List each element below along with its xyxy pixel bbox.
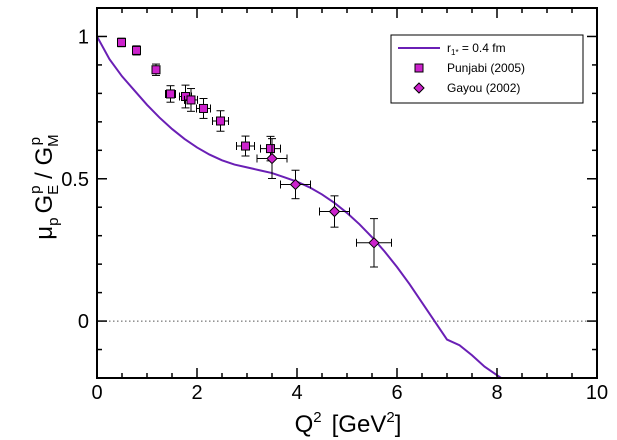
square-marker	[216, 116, 225, 126]
diamond-marker	[266, 152, 278, 165]
y-axis-title-g1-sub: E	[45, 185, 62, 195]
y-tick-label: 1	[78, 26, 89, 48]
diamond-marker	[328, 205, 341, 218]
x-tick-label: 8	[491, 382, 502, 404]
legend-diamond-marker	[413, 82, 425, 94]
punjabi-point-1	[132, 45, 141, 56]
x-tick-label: 10	[586, 382, 608, 404]
gayou-point-3	[356, 218, 392, 268]
legend-entry-model-base: r	[447, 41, 451, 55]
punjabi-point-5	[184, 88, 198, 112]
x-axis-title-unit-close: ]	[395, 411, 402, 438]
square-marker	[166, 89, 175, 99]
x-axis-title-unit-sup: 2	[386, 409, 394, 426]
square-marker	[199, 103, 208, 113]
legend-entry-model: r1* = 0.4 fm	[447, 41, 506, 57]
y-axis-title-mu: μ	[31, 226, 58, 240]
y-axis-title-g2-sup: p	[27, 137, 44, 145]
y-tick-label: 0	[78, 311, 89, 333]
legend-square-marker	[414, 63, 424, 73]
y-axis-title-g2-sub: M	[45, 134, 62, 147]
y-axis-title-mu-sub: p	[45, 218, 62, 226]
punjabi-point-7	[212, 110, 229, 132]
legend-entry-punjabi: Punjabi (2005)	[447, 61, 525, 75]
y-axis-title-g1: G	[31, 195, 58, 214]
curve-layer	[97, 35, 503, 378]
square-marker	[132, 45, 141, 55]
x-tick-label: 0	[91, 382, 102, 404]
x-axis-title-base: Q	[295, 411, 314, 438]
punjabi-point-0	[117, 37, 126, 48]
legend-entry-model-sub: 1*	[451, 48, 459, 57]
square-marker	[266, 144, 275, 154]
square-marker	[117, 37, 126, 47]
y-axis-title: μpGEp / GMp	[27, 134, 62, 239]
gayou-point-0	[256, 138, 288, 179]
y-tick-label: 0.5	[61, 169, 89, 191]
gayou-point-1	[280, 169, 311, 200]
punjabi-point-8	[236, 135, 255, 157]
x-axis-title: Q2 [GeV2]	[295, 409, 402, 438]
diamond-marker	[368, 237, 380, 249]
gayou-point-2	[319, 195, 350, 228]
y-axis-title-slash: /	[31, 165, 58, 185]
punjabi-point-3	[165, 85, 176, 103]
points-layer	[117, 37, 392, 268]
diamond-marker	[289, 178, 302, 191]
y-axis-title-g1-sup: p	[27, 185, 44, 193]
y-axis-title-g2: G	[31, 147, 58, 166]
legend: r1* = 0.4 fm Punjabi (2005) Gayou (2002)	[390, 34, 584, 104]
square-marker	[186, 95, 196, 105]
x-axis-title-unit-open: [GeV	[332, 411, 387, 438]
x-axis-title-sup: 2	[313, 409, 321, 426]
legend-entry-model-rest: = 0.4 fm	[459, 41, 506, 55]
punjabi-point-2	[151, 63, 161, 76]
x-tick-label: 6	[391, 382, 402, 404]
x-tick-label: 2	[191, 382, 202, 404]
square-marker	[241, 141, 250, 151]
axes-layer: 0 2 4 6 8 10 0 0.5 1	[61, 7, 608, 404]
model-curve	[97, 35, 503, 378]
punjabi-point-6	[196, 98, 211, 119]
square-marker	[151, 65, 161, 75]
x-tick-label: 4	[291, 382, 302, 404]
legend-entry-gayou: Gayou (2002)	[447, 81, 520, 95]
